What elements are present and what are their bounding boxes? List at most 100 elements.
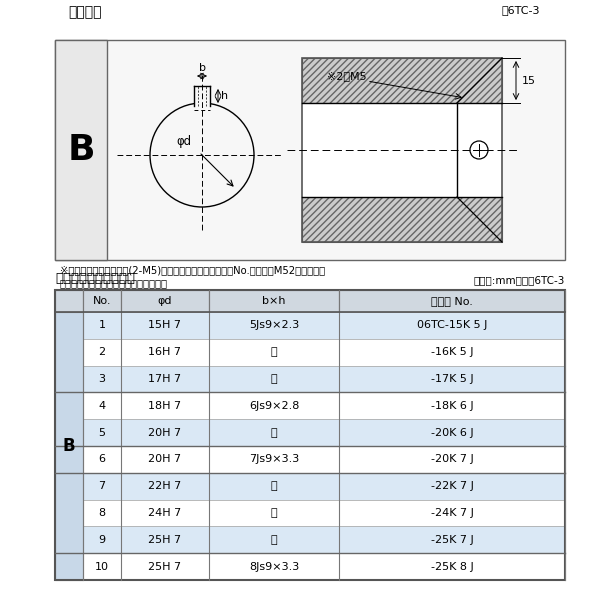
Bar [339,526,565,553]
Bar [302,197,502,242]
Text: φd: φd [158,296,172,306]
Text: 16H 7: 16H 7 [149,347,182,357]
Text: b: b [199,63,205,73]
Text: 軸穴形状コード一覧表: 軸穴形状コード一覧表 [55,272,135,285]
Text: 20H 7: 20H 7 [148,428,182,437]
Text: 8: 8 [98,508,106,518]
Text: -24K 7 J: -24K 7 J [431,508,473,518]
Bar [55,312,83,580]
Bar [194,81,210,106]
Bar [83,339,121,365]
Bar [209,419,339,446]
Bar [209,365,339,392]
Text: -18K 6 J: -18K 6 J [431,401,473,411]
Text: -22K 7 J: -22K 7 J [431,481,473,491]
Bar [302,103,502,197]
Bar [339,290,565,312]
Bar [121,526,209,553]
Text: 〃: 〃 [271,428,277,437]
Text: -20K 7 J: -20K 7 J [431,454,473,464]
Text: ※2－M5: ※2－M5 [327,71,367,81]
Bar [339,365,565,392]
Text: 15: 15 [522,76,536,85]
Bar [302,197,502,242]
Bar [121,392,209,419]
Bar [339,553,565,580]
Bar [339,473,565,500]
Text: 25H 7: 25H 7 [148,535,182,545]
Bar [83,500,121,526]
Text: 7Js9×3.3: 7Js9×3.3 [249,454,299,464]
Text: 6: 6 [98,454,106,464]
Bar [121,339,209,365]
Text: （セットボルトは付属されています。）: （セットボルトは付属されています。） [60,278,168,288]
Text: コード No.: コード No. [431,296,473,306]
Bar [339,312,565,339]
Bar [209,339,339,365]
Text: 〃: 〃 [271,347,277,357]
Text: No.: No. [93,296,111,306]
Bar [83,553,121,580]
Bar [55,290,565,580]
Bar [121,290,209,312]
Bar [83,392,121,419]
Bar [209,500,339,526]
Bar [83,312,121,339]
Bar [302,58,502,103]
Text: 24H 7: 24H 7 [148,508,182,518]
Text: 1: 1 [98,320,106,331]
Text: 〃: 〃 [271,374,277,384]
Text: 〃: 〃 [271,535,277,545]
Bar [83,365,121,392]
Text: 2: 2 [98,347,106,357]
Bar [121,446,209,473]
Text: 22H 7: 22H 7 [148,481,182,491]
Text: 5: 5 [98,428,106,437]
Bar [121,312,209,339]
Text: 〃: 〃 [271,508,277,518]
Bar [55,40,565,260]
Text: 25H 7: 25H 7 [148,562,182,572]
Bar [339,446,565,473]
Bar [339,500,565,526]
Text: 10: 10 [95,562,109,572]
Bar [339,339,565,365]
Text: 軸穴形状: 軸穴形状 [68,5,101,19]
Text: 4: 4 [98,401,106,411]
Bar [209,312,339,339]
Text: 7: 7 [98,481,106,491]
Text: B: B [67,133,95,167]
Bar [121,419,209,446]
Text: 06TC-15K 5 J: 06TC-15K 5 J [417,320,487,331]
Text: 17H 7: 17H 7 [148,374,182,384]
Bar [209,473,339,500]
Bar [83,446,121,473]
Bar [83,419,121,446]
Bar [55,290,83,312]
Bar [209,290,339,312]
Text: 9: 9 [98,535,106,545]
Bar [302,58,502,242]
Text: 5Js9×2.3: 5Js9×2.3 [249,320,299,331]
Bar [209,392,339,419]
Text: 6Js9×2.8: 6Js9×2.8 [249,401,299,411]
Text: 15H 7: 15H 7 [149,320,182,331]
Text: -20K 6 J: -20K 6 J [431,428,473,437]
Bar [209,446,339,473]
Text: φd: φd [176,134,191,148]
Bar [339,419,565,446]
Text: b×h: b×h [262,296,286,306]
Bar [83,290,121,312]
Text: ※セットボルト用タップ(2-M5)が必要な場合は右記コードNo.の末尾にM52を付ける。: ※セットボルト用タップ(2-M5)が必要な場合は右記コードNo.の末尾にM52を… [60,265,325,275]
Text: 18H 7: 18H 7 [148,401,182,411]
Text: 20H 7: 20H 7 [148,454,182,464]
Bar [121,553,209,580]
Bar [339,392,565,419]
Text: h: h [221,91,228,101]
Bar [121,500,209,526]
Text: -25K 7 J: -25K 7 J [431,535,473,545]
Text: B: B [62,437,76,455]
Bar [209,526,339,553]
Bar [209,553,339,580]
Text: （単位:mm）　表6TC-3: （単位:mm） 表6TC-3 [473,275,565,285]
